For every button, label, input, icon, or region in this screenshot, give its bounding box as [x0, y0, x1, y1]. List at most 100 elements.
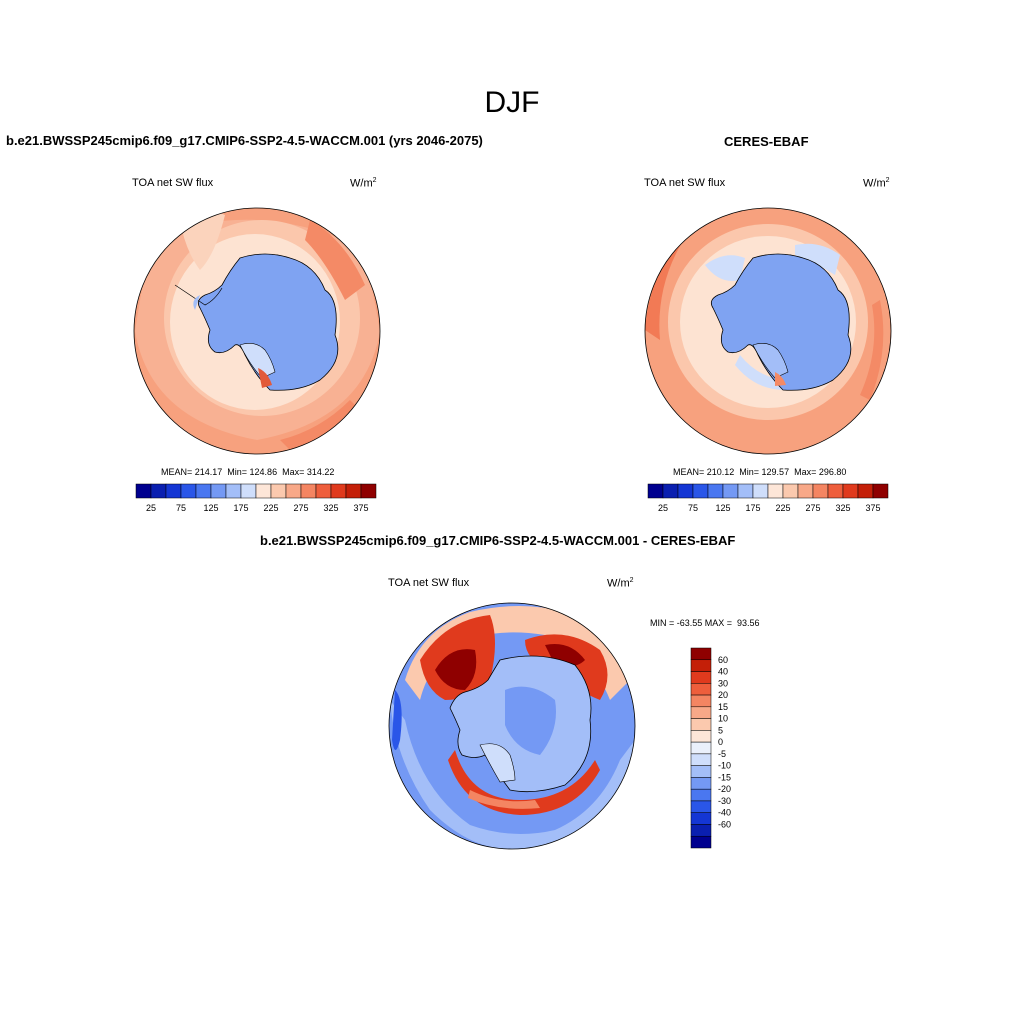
diff-colorbar-tick-label: 30	[718, 678, 728, 688]
diff-colorbar-tick-label: 0	[718, 737, 723, 747]
obs-colorbar-swatch	[797, 483, 814, 499]
obs-colorbar-swatch	[872, 483, 889, 499]
obs-colorbar-swatch	[662, 483, 679, 499]
diff-colorbar-swatch	[690, 694, 712, 708]
model-map	[134, 208, 380, 454]
obs-map-border	[644, 207, 892, 455]
model-colorbar-swatch	[315, 483, 332, 499]
obs-map	[645, 208, 891, 454]
diff-map	[389, 603, 635, 849]
model-colorbar-swatch	[270, 483, 287, 499]
diff-colorbar-tick-label: -20	[718, 784, 731, 794]
obs-colorbar-tick-label: 375	[865, 503, 880, 513]
model-variable-label: TOA net SW flux	[132, 177, 214, 189]
model-panel-title: b.e21.BWSSP245cmip6.f09_g17.CMIP6-SSP2-4…	[6, 133, 483, 148]
diff-colorbar-swatch	[690, 800, 712, 813]
diff-map-border	[388, 602, 636, 850]
obs-colorbar-tick-label: 75	[688, 503, 698, 513]
diff-colorbar-tick-label: -40	[718, 808, 731, 818]
model-colorbar-swatch	[210, 483, 227, 499]
obs-colorbar-swatch	[707, 483, 724, 499]
obs-colorbar-swatch	[737, 483, 754, 499]
obs-colorbar-swatch	[767, 483, 784, 499]
model-colorbar-swatch	[345, 483, 362, 499]
diff-colorbar-tick-label: -10	[718, 761, 731, 771]
diff-colorbar-tick-label: 40	[718, 667, 728, 677]
diff-colorbar-tick-label: 60	[718, 655, 728, 665]
diff-colorbar-swatch	[690, 647, 712, 661]
obs-colorbar-swatch	[692, 483, 709, 499]
diff-colorbar-swatch	[690, 765, 712, 778]
obs-colorbar-swatch	[647, 483, 664, 499]
diff-colorbar-swatch	[690, 671, 712, 684]
diff-colorbar-swatch	[690, 788, 712, 802]
obs-colorbar-tick-label: 225	[775, 503, 790, 513]
model-map-border	[133, 207, 381, 455]
diff-stats: MIN = -63.55 MAX = 93.56	[650, 618, 760, 628]
diff-panel-title: b.e21.BWSSP245cmip6.f09_g17.CMIP6-SSP2-4…	[260, 533, 736, 548]
model-colorbar-tick-label: 375	[353, 503, 368, 513]
model-colorbar-swatch	[255, 483, 272, 499]
model-colorbar-swatch	[135, 483, 152, 499]
obs-stats: MEAN= 210.12 Min= 129.57 Max= 296.80	[673, 467, 847, 477]
model-colorbar-swatch	[360, 483, 377, 499]
model-colorbar-swatch	[195, 483, 212, 499]
obs-colorbar-tick-label: 325	[835, 503, 850, 513]
diff-colorbar-tick-label: 10	[718, 714, 728, 724]
model-colorbar-swatch	[150, 483, 167, 499]
diff-colorbar-swatch	[690, 741, 712, 755]
diff-colorbar-tick-label: 20	[718, 690, 728, 700]
model-colorbar-tick-label: 175	[233, 503, 248, 513]
obs-colorbar-swatch	[857, 483, 874, 499]
diff-colorbar-tick-label: 5	[718, 725, 723, 735]
model-stats: MEAN= 214.17 Min= 124.86 Max= 314.22	[161, 467, 335, 477]
diff-colorbar-tick-label: -60	[718, 819, 731, 829]
diff-colorbar-swatch	[690, 835, 712, 849]
model-colorbar-tick-label: 225	[263, 503, 278, 513]
model-colorbar-tick-label: 275	[293, 503, 308, 513]
diff-colorbar-tick-label: 15	[718, 702, 728, 712]
obs-variable-label: TOA net SW flux	[644, 177, 726, 189]
diff-colorbar-swatch	[690, 777, 712, 790]
obs-colorbar-swatch	[812, 483, 829, 499]
diff-colorbar-tick-label: -15	[718, 772, 731, 782]
diff-colorbar-swatch	[690, 812, 712, 825]
diff-colorbar-swatch	[690, 659, 712, 672]
diff-colorbar-swatch	[690, 683, 712, 696]
diff-colorbar-tick-label: -30	[718, 796, 731, 806]
obs-colorbar-swatch	[842, 483, 859, 499]
model-colorbar-tick-label: 25	[146, 503, 156, 513]
model-colorbar-swatch	[330, 483, 347, 499]
model-colorbar-tick-label: 325	[323, 503, 338, 513]
obs-colorbar: 25 75 125 175 225 275 325 375	[647, 483, 889, 513]
model-colorbar-swatch	[165, 483, 182, 499]
obs-colorbar-tick-label: 125	[715, 503, 730, 513]
model-colorbar-swatch	[300, 483, 317, 499]
model-colorbar-swatch	[180, 483, 197, 499]
obs-colorbar-swatch	[722, 483, 739, 499]
diff-colorbar-swatch	[690, 753, 712, 766]
diff-colorbar-swatch	[690, 824, 712, 837]
diff-colorbar-tick-label: -5	[718, 749, 726, 759]
obs-colorbar-tick-label: 275	[805, 503, 820, 513]
model-colorbar-tick-label: 125	[203, 503, 218, 513]
obs-colorbar-swatch	[752, 483, 769, 499]
figure-title: DJF	[484, 86, 540, 119]
diff-units-label: W/m2	[607, 577, 634, 590]
model-colorbar-swatch	[240, 483, 257, 499]
obs-colorbar-tick-label: 25	[658, 503, 668, 513]
model-colorbar-swatch	[285, 483, 302, 499]
diff-colorbar-swatch	[690, 718, 712, 731]
obs-units-label: W/m2	[863, 177, 890, 190]
obs-colorbar-swatch	[782, 483, 799, 499]
model-colorbar: 25 75 125 175 225 275 325 375	[135, 483, 377, 513]
diff-variable-label: TOA net SW flux	[388, 577, 470, 589]
obs-panel-title: CERES-EBAF	[724, 134, 809, 149]
diff-colorbar-swatch	[690, 706, 712, 719]
model-colorbar-swatch	[225, 483, 242, 499]
model-units-label: W/m2	[350, 177, 377, 190]
obs-colorbar-swatch	[827, 483, 844, 499]
diff-colorbar-swatch	[690, 730, 712, 743]
